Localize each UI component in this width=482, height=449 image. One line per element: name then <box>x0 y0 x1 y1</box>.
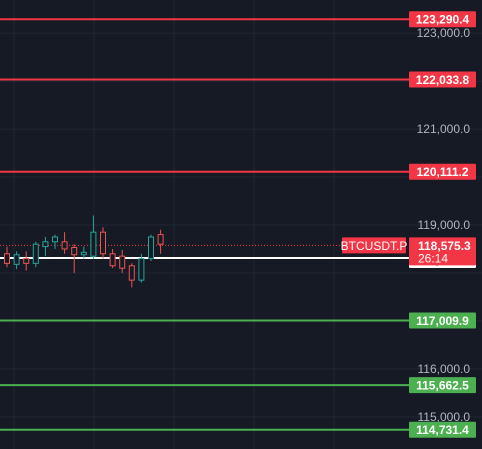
price-axis: 123,000.0 121,000.0 119,000.0 116,000.0 115,… <box>417 26 471 424</box>
candle-body <box>61 241 68 250</box>
candle-body <box>71 247 78 256</box>
price-level-label: 123,290.4 <box>416 13 470 27</box>
price-level-label-box <box>409 312 476 329</box>
price-level-label-box <box>409 163 476 180</box>
candle-body <box>80 251 87 256</box>
axis-tick-label: 116,000.0 <box>418 362 471 376</box>
price-level-label: 122,033.8 <box>416 73 470 87</box>
price-level-label-box <box>409 71 476 88</box>
candle-body <box>148 236 154 260</box>
horizontal-levels <box>0 18 409 431</box>
price-level-label: 115,662.5 <box>416 379 469 393</box>
candle-body <box>128 265 135 281</box>
price-level-label-box <box>409 421 476 438</box>
axis-tick-label: 121,000.0 <box>417 122 471 136</box>
candle-body <box>4 253 10 264</box>
candle-body <box>100 231 106 255</box>
candle-body <box>119 255 126 269</box>
current-price-label-box <box>409 237 476 266</box>
price-level-label: 114,731.4 <box>416 423 469 437</box>
candle-body <box>109 253 116 267</box>
symbol-tag-box <box>342 237 406 254</box>
candle-body <box>52 236 58 243</box>
axis-tick-label: 123,000.0 <box>417 26 471 40</box>
symbol-tag: BTCUSDT.P <box>341 239 408 253</box>
price-level-label-box <box>409 377 476 394</box>
candle-body <box>13 254 20 265</box>
candle-body <box>32 243 39 264</box>
candle-body <box>138 258 145 281</box>
candles <box>4 215 164 288</box>
candle-body <box>157 234 164 245</box>
current-price-label: 118,575.3 <box>418 239 471 253</box>
price-level-label: 117,009.9 <box>416 314 469 328</box>
price-level-label: 120,111.2 <box>416 165 468 179</box>
price-labels: 123,290.4 122,033.8 120,111.2 117,009.9 115,… <box>341 11 476 438</box>
candle-body <box>23 258 30 264</box>
candle-body <box>90 231 97 257</box>
axis-tick-label: 115,000.0 <box>418 410 471 424</box>
axis-tick-label: 119,000.0 <box>418 218 471 232</box>
countdown-label: 26:14 <box>418 251 448 265</box>
price-level-label-box <box>409 11 476 28</box>
candle-body <box>42 241 49 248</box>
